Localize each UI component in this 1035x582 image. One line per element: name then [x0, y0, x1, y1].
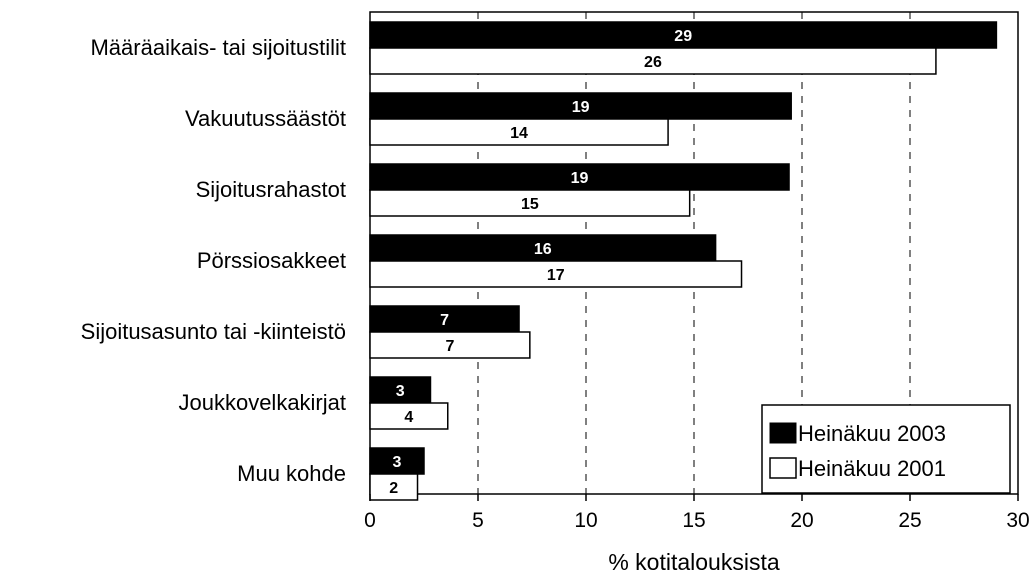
x-tick-label: 30 [1006, 509, 1029, 532]
bar-2001 [369, 118, 669, 146]
data-label-2003: 19 [572, 99, 590, 116]
data-label-2001: 17 [547, 267, 565, 284]
x-axis: 0 5 10 15 20 25 30 [364, 494, 1030, 532]
x-tick-label: 10 [574, 509, 597, 532]
bar-2001 [369, 47, 937, 75]
bars: 29 19 19 16 7 3 3 26 14 15 17 7 4 2 [369, 21, 998, 501]
bar-2001 [369, 189, 691, 217]
data-label-2001: 7 [445, 338, 454, 355]
x-tick-label: 5 [472, 509, 484, 532]
data-label-2001: 2 [389, 480, 398, 497]
legend-label-2001: Heinäkuu 2001 [798, 456, 946, 481]
data-label-2003: 3 [393, 454, 402, 471]
category-label: Pörssiosakkeet [197, 248, 346, 273]
x-tick-label: 15 [682, 509, 705, 532]
data-label-2001: 14 [510, 125, 528, 142]
legend-swatch-2001 [769, 457, 797, 479]
bar-2003 [369, 234, 717, 262]
bar-2003 [369, 305, 520, 333]
category-label: Sijoitusasunto tai -kiinteistö [81, 319, 346, 344]
data-label-2003: 19 [571, 170, 589, 187]
bar-2003 [369, 21, 998, 49]
x-axis-title: % kotitalouksista [608, 549, 780, 575]
bar-2003 [369, 376, 432, 404]
data-label-2003: 7 [440, 312, 449, 329]
x-tick-label: 25 [898, 509, 921, 532]
bar-2001 [369, 260, 743, 288]
data-label-2003: 3 [396, 383, 405, 400]
bar-2001 [369, 473, 419, 501]
bar-2003 [369, 163, 790, 191]
category-labels: Määräaikais- tai sijoitustilit Vakuutussä… [81, 35, 346, 486]
data-label-2001: 4 [404, 409, 413, 426]
legend-swatch-2003 [769, 422, 797, 444]
category-label: Joukkovelkakirjat [178, 390, 346, 415]
data-label-2001: 15 [521, 196, 539, 213]
data-label-2001: 26 [644, 54, 662, 71]
bar-2001 [369, 331, 531, 359]
category-label: Vakuutussäästöt [185, 106, 346, 131]
x-tick-label: 20 [790, 509, 813, 532]
category-label: Muu kohde [237, 461, 346, 486]
data-label-2003: 29 [674, 28, 692, 45]
category-label: Sijoitusrahastot [196, 177, 346, 202]
bar-2003 [369, 447, 425, 475]
legend-label-2003: Heinäkuu 2003 [798, 421, 946, 446]
legend: Heinäkuu 2003 Heinäkuu 2001 [761, 404, 1011, 494]
data-label-2003: 16 [534, 241, 552, 258]
x-tick-label: 0 [364, 509, 376, 532]
bar-2001 [369, 402, 449, 430]
legend-box [761, 404, 1011, 494]
bar-2003 [369, 92, 792, 120]
category-label: Määräaikais- tai sijoitustilit [90, 35, 346, 60]
